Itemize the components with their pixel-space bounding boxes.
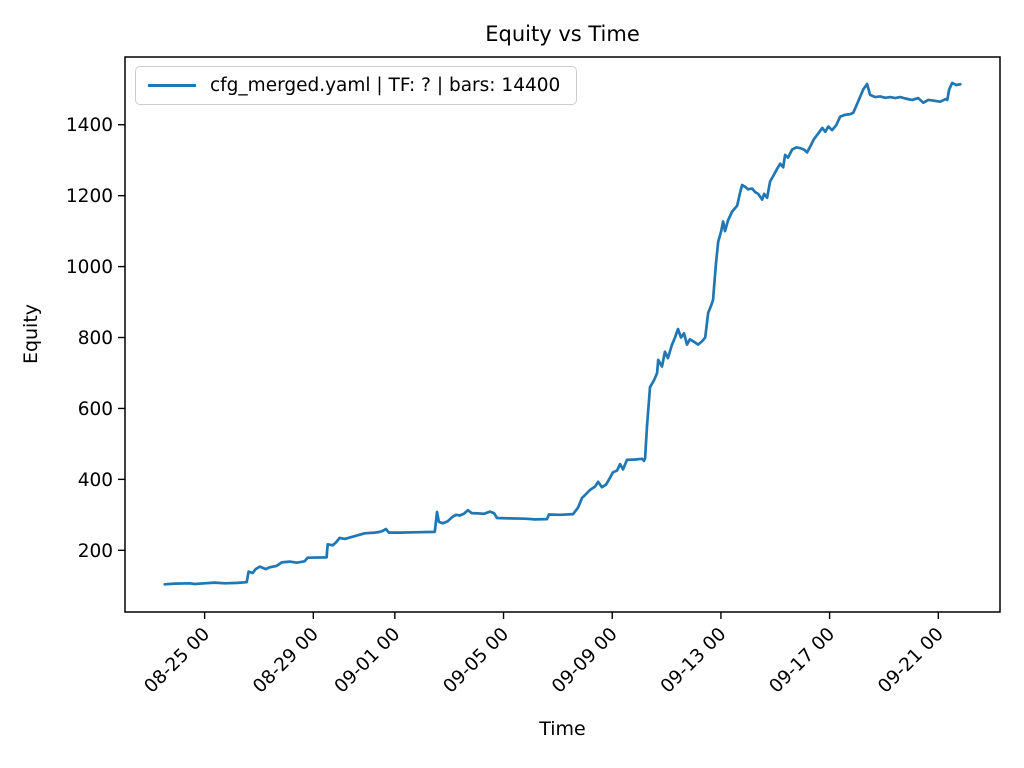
- legend-line-sample-icon: [148, 84, 196, 87]
- x-tick-label: 09-05 00: [439, 624, 513, 698]
- x-tick-label: 09-09 00: [548, 624, 622, 698]
- y-tick-label: 1000: [66, 257, 113, 278]
- equity-line: [163, 81, 962, 586]
- y-tick-label: 400: [78, 470, 113, 491]
- y-tick-label: 1400: [66, 115, 113, 136]
- legend-series-label: cfg_merged.yaml | TF: ? | bars: 14400: [210, 75, 561, 96]
- y-axis-label: Equity: [20, 303, 42, 365]
- y-tick-label: 1200: [66, 186, 113, 207]
- y-tick-label: 600: [78, 399, 113, 420]
- x-tick-label: 09-01 00: [331, 624, 405, 698]
- axes-frame: [124, 56, 1001, 613]
- x-axis-label: Time: [539, 718, 586, 740]
- x-tick-label: 08-25 00: [140, 624, 214, 698]
- legend-box: cfg_merged.yaml | TF: ? | bars: 14400: [135, 66, 578, 105]
- x-tick-label: 09-13 00: [657, 624, 731, 698]
- x-axis-ticks: 08-25 00 08-29 00 09-01 00 09-05 00 09-09 00…: [140, 612, 948, 698]
- chart-title: Equity vs Time: [485, 22, 640, 46]
- x-tick-label: 09-21 00: [874, 624, 948, 698]
- y-tick-label: 800: [78, 328, 113, 349]
- x-tick-label: 08-29 00: [249, 624, 323, 698]
- y-axis-ticks: 200 400 600 800 1000 1200 1400: [66, 115, 125, 562]
- x-tick-label: 09-17 00: [765, 624, 839, 698]
- y-tick-label: 200: [78, 541, 113, 562]
